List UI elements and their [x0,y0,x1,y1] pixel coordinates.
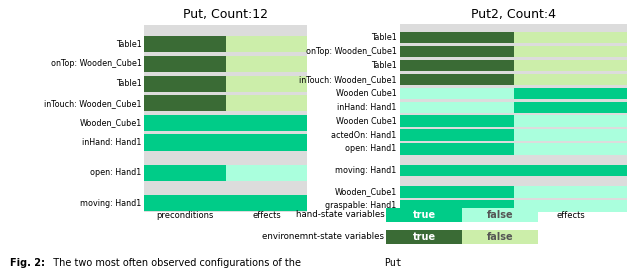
Text: true: true [413,232,436,242]
Bar [144,76,226,92]
Bar [514,165,627,176]
Bar [462,208,538,222]
Text: actedOn: Hand1: actedOn: Hand1 [332,131,397,140]
Bar [400,129,514,141]
Text: inTouch: Wooden_Cube1: inTouch: Wooden_Cube1 [44,99,141,108]
Bar [144,115,226,131]
Bar [226,195,307,211]
Bar [226,56,307,72]
Bar [400,24,514,212]
Bar [400,46,514,57]
Bar [514,115,627,127]
Text: effects: effects [556,211,585,221]
Text: Table1: Table1 [116,79,141,88]
Text: true: true [413,210,436,220]
Bar [400,143,514,154]
Text: preconditions: preconditions [428,211,486,221]
Bar [386,208,462,222]
Bar [514,200,627,212]
Bar [144,95,226,111]
Text: Table1: Table1 [371,33,397,42]
Bar [400,88,514,99]
Bar [144,165,226,181]
Text: Table1: Table1 [116,40,141,49]
Bar [514,46,627,57]
Bar [514,60,627,71]
Text: Fig. 2:: Fig. 2: [10,258,45,268]
Bar [514,88,627,99]
Bar [400,186,514,198]
Bar [400,165,514,176]
Bar [226,76,307,92]
Text: open: Hand1: open: Hand1 [90,168,141,177]
Bar [514,143,627,154]
Bar [144,36,226,52]
Bar [144,56,226,72]
Bar [514,24,627,212]
Bar [400,115,514,127]
Bar [400,32,514,44]
Bar [226,115,307,131]
Text: Wooden Cube1: Wooden Cube1 [336,117,397,126]
Bar [514,32,627,44]
Text: Wooden_Cube1: Wooden_Cube1 [334,187,397,196]
Text: Table1: Table1 [371,61,397,70]
Bar [514,101,627,113]
Text: false: false [487,232,513,242]
Text: onTop: Wooden_Cube1: onTop: Wooden_Cube1 [306,47,397,56]
Bar [462,230,538,244]
Bar [400,74,514,85]
Text: inHand: Hand1: inHand: Hand1 [82,138,141,147]
Bar [226,95,307,111]
Bar [514,129,627,141]
Bar [400,200,514,212]
Bar [400,60,514,71]
Bar [144,134,226,150]
Text: Wooden_Cube1: Wooden_Cube1 [79,118,141,127]
Text: moving: Hand1: moving: Hand1 [80,199,141,208]
Text: false: false [487,210,513,220]
Text: inTouch: Wooden_Cube1: inTouch: Wooden_Cube1 [299,75,397,84]
Bar [144,25,226,212]
Title: Put2, Count:4: Put2, Count:4 [471,8,556,21]
Text: Put: Put [384,258,402,268]
Text: preconditions: preconditions [156,211,214,220]
Bar [226,134,307,150]
Text: Wooden Cube1: Wooden Cube1 [336,89,397,98]
Text: environemnt-state variables: environemnt-state variables [262,232,384,241]
Bar [144,195,226,211]
Text: open: Hand1: open: Hand1 [346,144,397,153]
Text: graspable: Hand1: graspable: Hand1 [325,201,397,211]
Bar [400,101,514,113]
Text: moving: Hand1: moving: Hand1 [335,166,397,175]
Title: Put, Count:12: Put, Count:12 [183,8,268,21]
Bar [386,230,462,244]
Bar [226,25,307,212]
Bar [226,165,307,181]
Text: inHand: Hand1: inHand: Hand1 [337,103,397,112]
Text: The two most often observed configurations of the: The two most often observed configuratio… [47,258,304,268]
Text: onTop: Wooden_Cube1: onTop: Wooden_Cube1 [51,60,141,69]
Bar [226,36,307,52]
Bar [514,74,627,85]
Text: effects: effects [252,211,281,220]
Bar [514,186,627,198]
Text: hand-state variables: hand-state variables [296,210,384,220]
